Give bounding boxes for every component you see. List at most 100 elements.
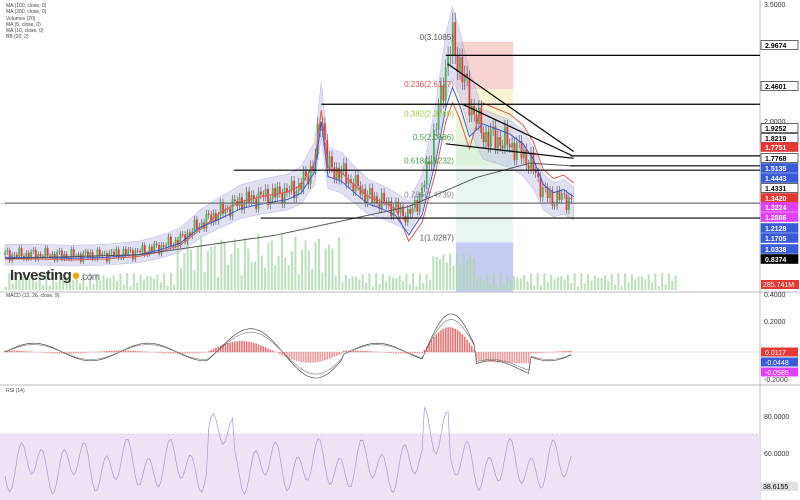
candle-body <box>229 208 232 217</box>
candle-body <box>18 248 21 257</box>
volume-bar <box>536 273 539 290</box>
macd-histogram-bar <box>558 351 561 353</box>
macd-histogram-bar <box>497 352 499 363</box>
macd-histogram-bar <box>139 351 141 353</box>
candle-body <box>544 186 547 188</box>
macd-histogram-bar <box>186 352 189 354</box>
macd-histogram-bar <box>354 350 357 353</box>
macd-histogram-bar <box>165 352 167 354</box>
candle-body <box>371 188 374 203</box>
macd-histogram-bar <box>281 352 284 356</box>
candle-body <box>39 254 42 257</box>
candle-body <box>196 219 198 230</box>
candle-body <box>463 73 466 83</box>
candle-body <box>307 176 310 185</box>
volume-bar <box>153 279 156 290</box>
candle-body <box>546 187 549 199</box>
volume-bar <box>247 248 250 290</box>
macd-histogram-bar <box>307 352 310 363</box>
price-tag-label: 2.4601 <box>765 84 787 91</box>
macd-histogram-bar <box>485 352 487 362</box>
volume-bar <box>482 280 485 290</box>
volume-bar <box>82 273 85 290</box>
price-tag-label: 1.4443 <box>765 176 787 183</box>
macd-histogram-bar <box>466 339 468 353</box>
volume-bar <box>321 272 324 290</box>
legend-item: MA (10, close, 0) <box>6 28 44 35</box>
volume-bar <box>381 273 384 290</box>
volume-bar <box>499 273 502 290</box>
macd-histogram-bar <box>279 352 281 355</box>
macd-histogram-bar <box>44 352 47 353</box>
macd-axis-tick: 0.4000 <box>764 292 786 299</box>
candle-body <box>312 165 314 170</box>
candle-body <box>487 131 490 147</box>
candle-body <box>482 132 485 143</box>
candle-body <box>8 250 11 261</box>
volume-bar <box>230 254 233 290</box>
candle-body <box>406 209 409 223</box>
macd-axis-tick: -0.2000 <box>764 377 788 384</box>
volume-bar <box>523 274 526 290</box>
macd-histogram-bar <box>295 352 298 361</box>
macd-histogram-bar <box>238 341 241 353</box>
volume-bar <box>297 274 300 290</box>
volume-bar <box>250 262 253 290</box>
candle-body <box>32 249 35 252</box>
macd-histogram-bar <box>84 352 87 353</box>
price-tag <box>760 223 799 233</box>
candle-body <box>158 244 160 254</box>
macd-histogram-bar <box>504 352 506 363</box>
macd-histogram-bar <box>492 352 494 362</box>
fib-label: 1(1.0287) <box>420 233 455 242</box>
macd-histogram-bar <box>411 352 414 354</box>
macd-histogram-bar <box>158 352 160 353</box>
macd-histogram-bar <box>340 352 343 354</box>
macd-histogram-bar <box>376 351 378 353</box>
volume-bar <box>415 286 418 290</box>
candle-body <box>4 252 6 255</box>
candle-body <box>395 201 397 208</box>
volume-bar <box>624 273 627 290</box>
volume-bar <box>79 282 82 290</box>
price-tag <box>760 40 799 50</box>
price-tag <box>760 163 799 173</box>
volume-bar <box>324 248 327 290</box>
macd-histogram-bar <box>544 352 547 353</box>
macd-histogram-bar <box>58 352 61 354</box>
price-tag-label: 1.5135 <box>765 166 787 173</box>
candle-body <box>523 149 525 159</box>
candle-body <box>44 248 47 258</box>
macd-histogram-bar <box>397 352 400 354</box>
macd-histogram-bar <box>414 352 416 354</box>
macd-histogram-bar <box>108 350 111 353</box>
volume-bar <box>196 246 199 290</box>
ma-blue-line <box>5 85 574 259</box>
rsi-band <box>0 434 760 500</box>
macd-histogram-bar <box>402 352 404 354</box>
macd-histogram-bar <box>473 349 475 353</box>
macd-histogram-bar <box>506 352 509 363</box>
volume-bar <box>466 261 469 290</box>
candle-body <box>143 245 146 255</box>
price-tag <box>760 123 799 133</box>
volume-bar <box>543 273 546 290</box>
volume-bar <box>620 285 623 290</box>
candle-body <box>506 126 509 145</box>
macd-histogram-bar <box>352 350 355 353</box>
macd-histogram-bar <box>193 352 196 354</box>
volume-bar <box>341 282 344 290</box>
macd-histogram-bar <box>437 332 440 353</box>
macd-histogram-bar <box>122 350 125 353</box>
candle-body <box>172 245 175 247</box>
macd-histogram-bar <box>338 352 340 355</box>
legend-item: MA (100, close, 0) <box>6 3 47 9</box>
candle-body <box>77 254 80 257</box>
price-tag-label: 1.2886 <box>765 215 787 222</box>
volume-bar <box>176 236 179 290</box>
candle-body <box>409 209 412 214</box>
volume-bar <box>651 282 654 290</box>
macd-histogram-bar <box>248 341 250 353</box>
rsi-panel-label: RSI (14) <box>6 388 25 394</box>
